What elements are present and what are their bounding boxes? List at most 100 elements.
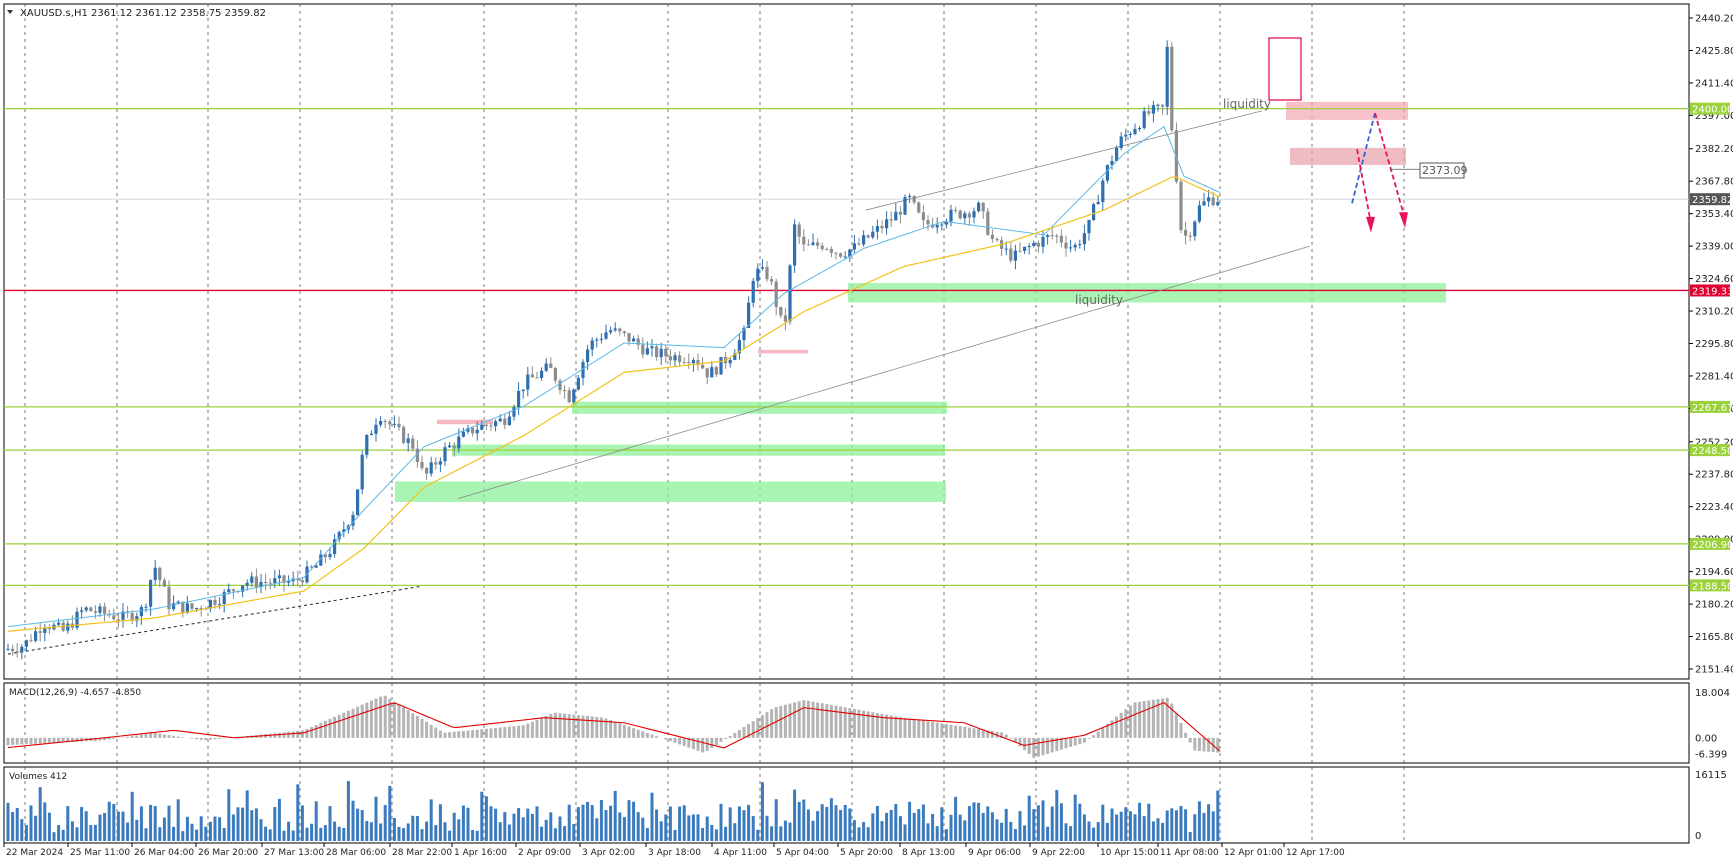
candle-body (820, 245, 824, 250)
price-tick-label: 2324.60 (1695, 274, 1733, 285)
candle-body (530, 374, 534, 378)
volume-bar (1055, 790, 1059, 841)
macd-bar (1165, 697, 1169, 738)
volume-bar (291, 830, 295, 841)
candle-body (461, 431, 465, 437)
volume-bar (894, 803, 898, 841)
volume-bar (282, 830, 286, 841)
candle-body (213, 599, 217, 605)
candle-body (319, 554, 323, 566)
macd-bar (691, 737, 695, 750)
candle-body (1142, 111, 1146, 129)
volume-bar (696, 814, 700, 841)
volume-bar (866, 827, 870, 841)
candle-body (1064, 242, 1068, 249)
macd-bar (1202, 737, 1206, 752)
macd-bar (540, 717, 544, 738)
candle-body (144, 606, 148, 608)
candle-body (912, 195, 916, 203)
macd-bar (1193, 737, 1197, 751)
volume-bar (300, 805, 304, 841)
price-tick-label: 2194.60 (1695, 567, 1733, 578)
ema-fast-line (7, 125, 1221, 628)
volume-bar (379, 823, 383, 841)
candle-body (839, 253, 843, 257)
macd-bar (848, 708, 852, 738)
time-tick-label: 9 Apr 06:00 (968, 848, 1021, 858)
volume-bar (93, 824, 97, 841)
header-triangle-icon[interactable] (7, 10, 13, 14)
macd-bar (1110, 720, 1114, 738)
candle-body (1082, 233, 1086, 245)
macd-bar (944, 724, 948, 738)
volume-bar (443, 822, 447, 841)
macd-bar (66, 737, 70, 743)
candle-body (300, 580, 304, 583)
grid-lines (24, 4, 1405, 843)
price-tag-box (1690, 400, 1730, 413)
candle-body (990, 234, 994, 239)
volume-bar (333, 821, 337, 841)
pink-zone (437, 419, 493, 425)
candle-body (471, 427, 475, 434)
time-tick-label: 1 Apr 16:00 (454, 848, 507, 858)
volume-bar (567, 804, 571, 841)
macd-bar (1124, 709, 1128, 738)
candle-body (162, 580, 166, 587)
macd-bar (1174, 713, 1178, 738)
macd-bar (1216, 737, 1220, 753)
volume-bar (314, 801, 318, 841)
candle-body (926, 220, 930, 225)
price-tick-label: 2397.00 (1695, 111, 1733, 122)
macd-bar (829, 704, 833, 738)
macd-bar (38, 737, 42, 744)
macd-bar (319, 722, 323, 738)
candle-body (379, 420, 383, 425)
volume-bar (231, 814, 235, 841)
candle-body (153, 567, 157, 581)
volume-bar (1073, 794, 1077, 841)
volume-bar (98, 814, 102, 841)
price-tick-label: 2237.80 (1695, 470, 1733, 481)
candle-body (38, 631, 42, 633)
volume-bar (779, 826, 783, 841)
volume-bar (636, 812, 640, 841)
candle-body (843, 256, 847, 258)
candle-body (645, 348, 649, 355)
macd-bar (981, 729, 985, 738)
volume-bar (963, 820, 967, 841)
macd-bar (733, 733, 737, 738)
candle-body (756, 268, 760, 281)
candle-body (1092, 204, 1096, 220)
macd-bar (273, 733, 277, 738)
volume-bar (1041, 800, 1045, 841)
candle-body (967, 213, 971, 218)
volume-bar (480, 791, 484, 841)
price-tag-box (1690, 102, 1730, 115)
macd-bar (802, 700, 806, 738)
macd-bar (75, 737, 79, 742)
volume-bar (940, 807, 944, 841)
pink-zone (1290, 147, 1406, 165)
candle-body (793, 224, 797, 266)
macd-bar (921, 720, 925, 738)
price-tag-label: 2206.90 (1692, 540, 1733, 551)
volume-bar (586, 801, 590, 841)
candle-body (98, 606, 102, 613)
candle-body (641, 344, 645, 355)
pink-zone (1286, 101, 1408, 120)
volume-bar (1027, 795, 1031, 841)
volume-bar (986, 806, 990, 841)
candle-body (1115, 148, 1119, 162)
volume-bar (880, 821, 884, 841)
volume-bar (590, 805, 594, 841)
channel-upper (865, 110, 1263, 211)
volume-bar (11, 812, 15, 841)
macd-bar (1115, 716, 1119, 738)
macd-bar (70, 737, 74, 742)
candle-body (1165, 46, 1169, 107)
volume-bar (512, 813, 516, 841)
volume-bar (921, 804, 925, 841)
candle-body (535, 377, 539, 379)
volume-bar (820, 804, 824, 841)
